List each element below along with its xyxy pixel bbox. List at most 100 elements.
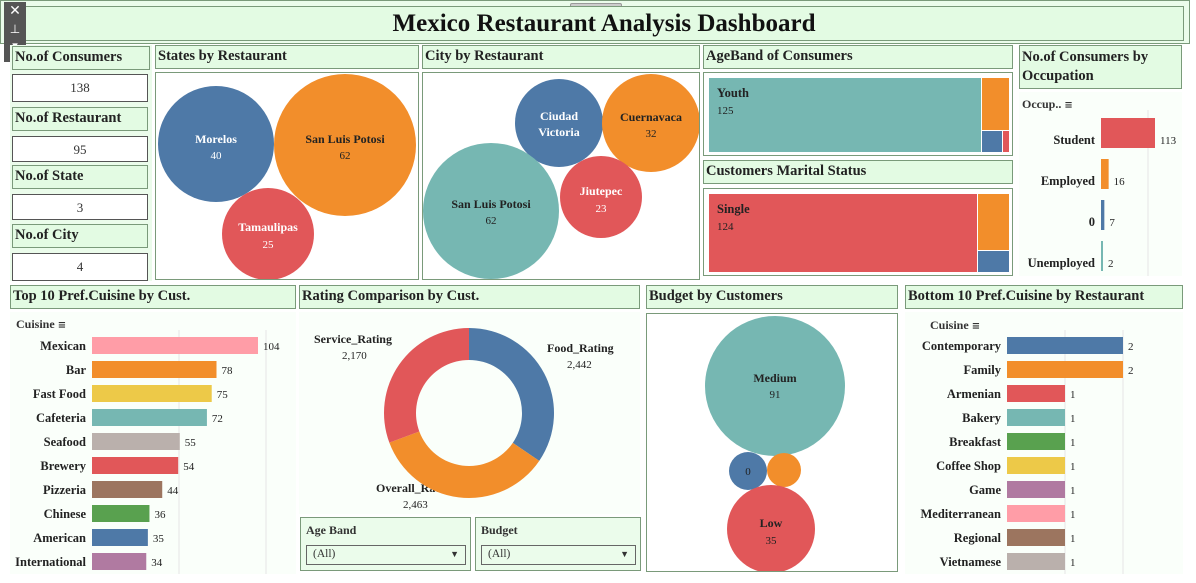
bubble-morelos-value: 40 <box>211 150 223 162</box>
pin-icon[interactable]: ⊥ <box>9 22 21 36</box>
bubble-low[interactable] <box>727 485 815 572</box>
treemap-married[interactable] <box>978 194 1009 250</box>
bar-family[interactable] <box>1007 361 1123 378</box>
age-band-select[interactable]: (All) ▼ <box>306 545 466 565</box>
bar-bakery[interactable] <box>1007 409 1065 426</box>
bar-label-pizzeria: Pizzeria <box>43 483 87 497</box>
bottom-cuisine-title: Bottom 10 Pref.Cuisine by Restaurant <box>905 285 1183 309</box>
bar-label-family: Family <box>964 363 1002 377</box>
budget-select[interactable]: (All) ▼ <box>481 545 636 565</box>
kpi-restaurant-value: 95 <box>12 136 148 162</box>
bar-value-family: 2 <box>1128 365 1134 377</box>
bar-mediterranean[interactable] <box>1007 505 1065 522</box>
treemap-orange[interactable] <box>982 78 1009 130</box>
bar-fast-food[interactable] <box>92 385 212 402</box>
bubble-high[interactable] <box>767 453 801 487</box>
chevron-down-icon: ▼ <box>450 549 459 559</box>
treemap-youth-value: 125 <box>717 105 734 117</box>
occupation-chart: Occup.. ≡ Student 113 Employed 16 0 7 Unemploy… <box>1019 92 1182 276</box>
bubble-tamaulipas[interactable] <box>222 188 314 280</box>
bar-regional[interactable] <box>1007 529 1065 546</box>
bubble-city-slp-value: 62 <box>486 215 497 227</box>
bar-value-vietnamese: 1 <box>1070 557 1076 569</box>
bar-value-unemployed: 2 <box>1108 258 1114 270</box>
chevron-down-icon: ▼ <box>620 549 629 559</box>
bar-cafeteria[interactable] <box>92 409 207 426</box>
bar-pizzeria[interactable] <box>92 481 163 498</box>
bubble-zero[interactable] <box>729 452 767 490</box>
bar-armenian[interactable] <box>1007 385 1065 402</box>
bar-value-international: 34 <box>151 557 163 569</box>
bar-student[interactable] <box>1101 118 1155 148</box>
bar-game[interactable] <box>1007 481 1065 498</box>
close-icon[interactable]: ✕ <box>9 3 21 19</box>
bubble-ciudad-victoria[interactable] <box>515 79 603 167</box>
bar-international[interactable] <box>92 553 147 570</box>
bubble-morelos[interactable] <box>158 86 274 202</box>
treemap-other[interactable] <box>978 251 1009 272</box>
bar-label-regional: Regional <box>954 531 1002 545</box>
rating-chart: Service_Rating 2,170 Food_Rating 2,442 O… <box>299 312 640 514</box>
bar-label-mediterranean: Mediterranean <box>920 507 1001 521</box>
bar-chinese[interactable] <box>92 505 150 522</box>
sort-icon[interactable]: ≡ <box>1064 100 1073 111</box>
budget-value: (All) <box>488 548 511 560</box>
bar-unemployed[interactable] <box>1101 241 1103 271</box>
bubble-cuernavaca[interactable] <box>602 74 700 172</box>
value-service-rating: 2,170 <box>342 350 367 362</box>
top-cuisine-filter-label[interactable]: Cuisine ≡ <box>16 317 66 332</box>
treemap-single[interactable] <box>709 194 977 272</box>
treemap-youth[interactable] <box>709 78 981 152</box>
bubble-city-san-luis-potosi[interactable] <box>423 143 559 279</box>
treemap-blue[interactable] <box>982 131 1002 152</box>
budget-chart: Medium 91 0 Low 35 <box>646 313 898 572</box>
bar-0[interactable] <box>1101 200 1105 230</box>
treemap-red[interactable] <box>1003 131 1009 152</box>
bottom-cuisine-filter-label[interactable]: Cuisine ≡ <box>930 318 980 333</box>
bar-breakfast[interactable] <box>1007 433 1065 450</box>
bar-label-game: Game <box>969 483 1001 497</box>
donut-slice-food-rating[interactable] <box>469 328 554 461</box>
bar-brewery[interactable] <box>92 457 179 474</box>
sort-icon[interactable]: ≡ <box>57 320 67 331</box>
bar-employed[interactable] <box>1101 159 1109 189</box>
bubble-cv-name: Ciudad <box>540 109 578 123</box>
kpi-state-value: 3 <box>12 194 148 220</box>
value-overall-rating: 2,463 <box>403 499 428 511</box>
bubble-cv-name2: Victoria <box>538 125 580 139</box>
kpi-consumers-value: 138 <box>12 74 148 102</box>
bar-label-bakery: Bakery <box>962 411 1002 425</box>
bottom-cuisine-chart: Cuisine ≡ Contemporary 2 Family 2 Armenian 1 B… <box>905 312 1183 574</box>
bar-label-mexican: Mexican <box>40 339 86 353</box>
occupation-title: No.of Consumers by Occupation <box>1019 45 1182 89</box>
occupation-filter-label[interactable]: Occup.. ≡ <box>1022 97 1073 112</box>
bubble-medium[interactable] <box>705 316 845 456</box>
donut-slice-overall-rating[interactable] <box>389 431 540 498</box>
bar-label-breakfast: Breakfast <box>949 435 1002 449</box>
bar-coffee-shop[interactable] <box>1007 457 1065 474</box>
bar-label-international: International <box>15 555 86 569</box>
value-food-rating: 2,442 <box>567 359 592 371</box>
bar-bar[interactable] <box>92 361 217 378</box>
bar-seafood[interactable] <box>92 433 180 450</box>
bubble-zero-value: 0 <box>745 466 751 478</box>
dashboard-title-box: Mexico Restaurant Analysis Dashboard <box>24 6 1184 41</box>
bubble-cuernavaca-value: 32 <box>646 128 657 140</box>
kpi-state-label: No.of State <box>12 165 148 189</box>
bar-contemporary[interactable] <box>1007 337 1123 354</box>
rating-title: Rating Comparison by Cust. <box>299 285 640 309</box>
bubble-jiutepec[interactable] <box>560 156 642 238</box>
bar-value-chinese: 36 <box>154 509 166 521</box>
filter-budget: Budget (All) ▼ <box>475 517 641 571</box>
donut-slice-service-rating[interactable] <box>384 328 469 443</box>
sort-icon[interactable]: ≡ <box>971 321 981 332</box>
bubble-san-luis-potosi[interactable] <box>274 74 416 216</box>
bar-american[interactable] <box>92 529 148 546</box>
label-service-rating: Service_Rating <box>314 332 392 346</box>
bar-mexican[interactable] <box>92 337 258 354</box>
budget-title: Budget by Customers <box>646 285 898 309</box>
bar-label-cafeteria: Cafeteria <box>36 411 87 425</box>
bar-label-0: 0 <box>1089 215 1095 229</box>
cities-title: City by Restaurant <box>422 45 700 69</box>
bar-vietnamese[interactable] <box>1007 553 1065 570</box>
